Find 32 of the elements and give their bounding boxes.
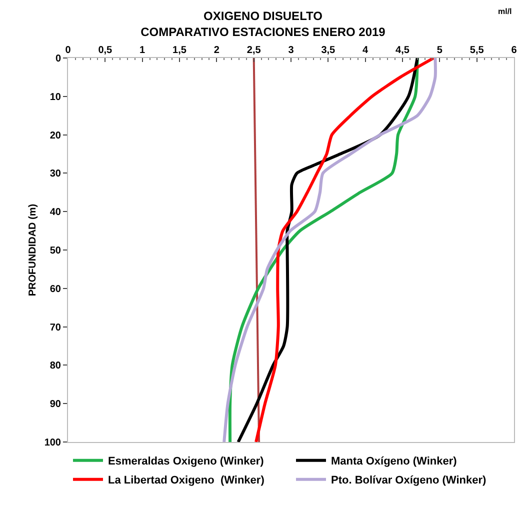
y-tick-label: 0	[55, 54, 62, 64]
x-tick-label: 4	[362, 45, 369, 56]
x-tick-label: 5,5	[470, 45, 484, 56]
y-axis-title: PROFUNDIDAD (m)	[27, 204, 38, 296]
x-tick-label: 2	[214, 45, 220, 56]
y-tick-label: 60	[50, 284, 62, 295]
line-series	[254, 58, 436, 442]
x-tick-label: 3	[288, 45, 294, 56]
y-tick-label: 50	[50, 246, 62, 256]
x-tick-label: 5	[436, 45, 443, 56]
legend-label: La Libertad Oxigeno (Winker)	[108, 474, 265, 487]
y-tick-label: 20	[50, 130, 62, 142]
y-tick-label: 40	[50, 207, 62, 218]
y-tick-label: 30	[50, 168, 62, 180]
y-tick-label: 80	[50, 360, 62, 372]
chart-title: OXIGENO DISUELTO COMPARATIVO ESTACIONES ENERO 2019	[140, 9, 386, 39]
x-tick-label: 4,5	[396, 45, 410, 56]
legend-label: Pto. Bolívar Oxígeno (Winker)	[331, 474, 486, 487]
y-tick-label: 70	[50, 322, 62, 334]
x-tick-label: 6	[511, 45, 518, 56]
text: ml/l	[498, 7, 512, 16]
y-tick-label: 10	[50, 92, 62, 103]
x-tick-label: 0	[65, 45, 72, 56]
y-tick-label: 100	[44, 438, 62, 448]
x-tick-label: 1,5	[172, 45, 187, 56]
legend-label: Manta Oxígeno (Winker)	[331, 456, 458, 468]
x-tick-label: 3,5	[321, 45, 336, 56]
x-tick-label: 1	[140, 45, 146, 56]
x-tick-label: 2,5	[246, 45, 262, 56]
legend-label: Esmeraldas Oxigeno (Winker)	[108, 456, 264, 468]
y-tick-label: 90	[50, 399, 62, 410]
x-tick-label: 0,5	[98, 45, 113, 56]
